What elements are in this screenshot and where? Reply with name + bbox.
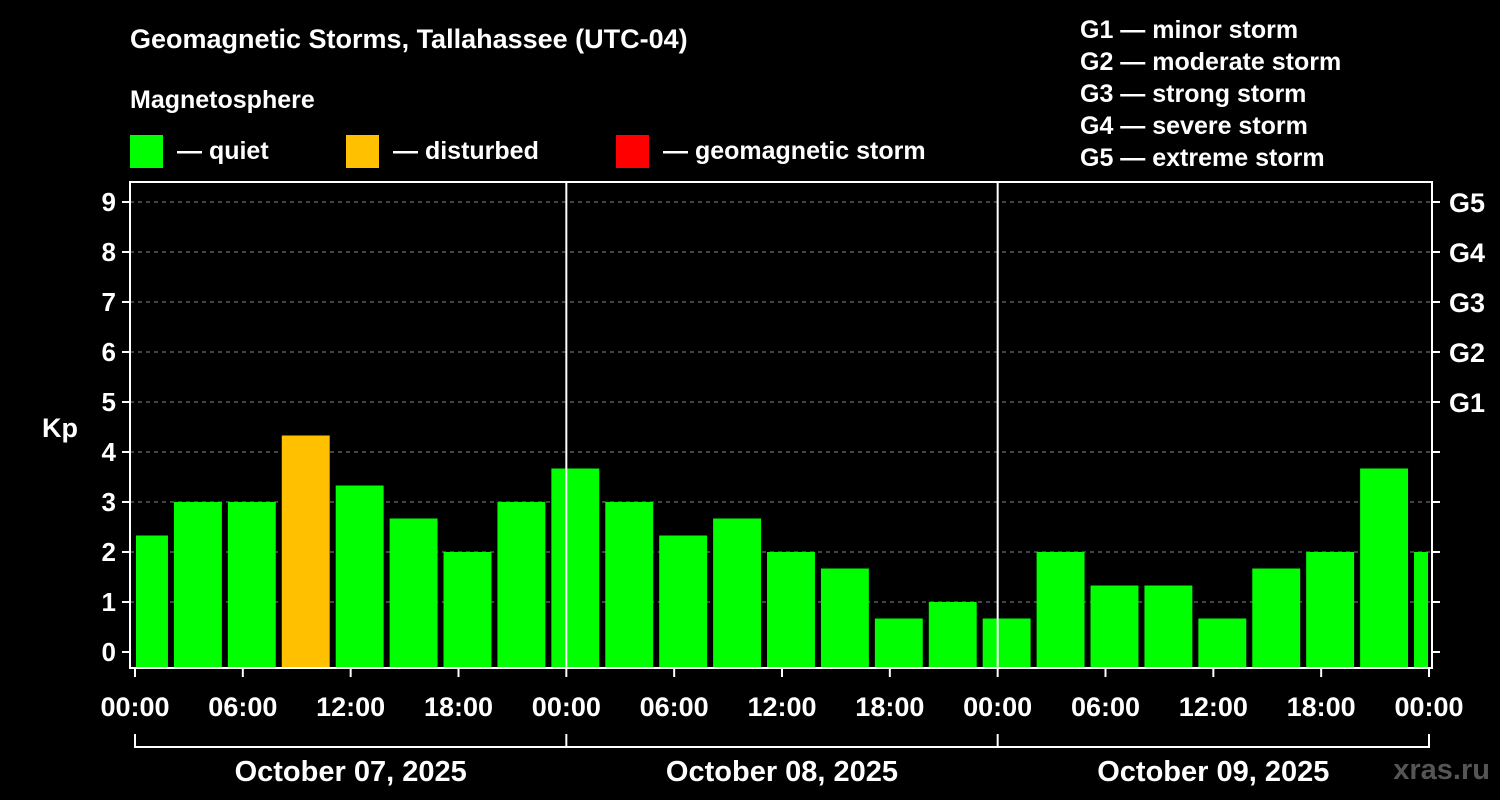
chart-title: Geomagnetic Storms, Tallahassee (UTC-04)	[130, 24, 688, 54]
date-label: October 08, 2025	[666, 756, 898, 788]
kp-bar	[1414, 552, 1428, 668]
x-tick-label: 00:00	[1394, 692, 1463, 722]
kp-bar	[767, 552, 815, 668]
x-tick-label: 12:00	[1179, 692, 1248, 722]
x-tick-label: 06:00	[1071, 692, 1140, 722]
kp-bar	[1306, 552, 1355, 668]
kp-bar	[1252, 568, 1301, 668]
legend-swatch-disturbed	[346, 134, 379, 168]
x-tick-label: 18:00	[1287, 692, 1356, 722]
legend-item-storm: — geomagnetic storm	[616, 134, 926, 168]
y-tick-label: 1	[102, 587, 116, 617]
kp-bar	[1198, 618, 1247, 668]
kp-bar	[1144, 585, 1193, 668]
storm-level-g4: G4 — severe storm	[1080, 112, 1308, 140]
x-tick-label: 18:00	[424, 692, 493, 722]
x-tick-label: 06:00	[208, 692, 277, 722]
kp-bar	[389, 518, 438, 668]
legend-item-quiet: — quiet	[130, 134, 269, 168]
date-label: October 07, 2025	[235, 756, 467, 788]
x-tick-label: 00:00	[100, 692, 169, 722]
storm-level-axis-label: G2	[1449, 338, 1485, 368]
storm-level-axis-label: G1	[1449, 388, 1485, 418]
kp-bar	[443, 552, 492, 668]
legend-item-disturbed: — disturbed	[346, 134, 539, 168]
kp-bar	[173, 502, 222, 668]
x-tick-label: 06:00	[640, 692, 709, 722]
y-tick-label: 9	[102, 187, 116, 217]
y-tick-label: 7	[102, 287, 116, 317]
kp-bar	[659, 535, 708, 668]
kp-bar	[982, 618, 1031, 668]
kp-bar	[820, 568, 869, 668]
storm-level-axis-label: G5	[1449, 188, 1485, 218]
x-tick-label: 12:00	[316, 692, 385, 722]
x-tick-label: 12:00	[747, 692, 816, 722]
y-tick-label: 8	[102, 237, 116, 267]
date-label: October 09, 2025	[1097, 756, 1329, 788]
legend-label-quiet: — quiet	[177, 136, 269, 165]
kp-bar	[497, 502, 546, 668]
y-tick-label: 6	[102, 337, 116, 367]
x-tick-label: 00:00	[532, 692, 601, 722]
storm-level-axis-label: G3	[1449, 288, 1485, 318]
y-axis-label: Kp	[42, 413, 78, 443]
kp-bar	[281, 435, 330, 668]
y-tick-label: 5	[102, 387, 116, 417]
kp-bar	[874, 618, 923, 668]
chart-subtitle: Magnetosphere	[130, 86, 315, 114]
storm-scale-legend: G1 — minor storm G2 — moderate storm G3 …	[1080, 14, 1341, 174]
storm-level-g1: G1 — minor storm	[1080, 16, 1299, 44]
legend-swatch-storm	[616, 134, 649, 168]
legend-swatch-quiet	[130, 134, 163, 168]
legend-label-disturbed: — disturbed	[393, 136, 539, 165]
y-tick-label: 3	[102, 487, 116, 517]
kp-bar	[1090, 585, 1139, 668]
kp-bar	[551, 468, 600, 668]
kp-bar	[713, 518, 762, 668]
x-tick-label: 18:00	[855, 692, 924, 722]
storm-level-axis-label: G4	[1449, 238, 1485, 268]
kp-bar	[335, 485, 384, 668]
watermark: xras.ru	[1393, 754, 1490, 786]
kp-bar	[1036, 552, 1085, 668]
y-tick-label: 0	[102, 637, 116, 667]
storm-level-g3: G3 — strong storm	[1080, 80, 1307, 108]
storm-level-g2: G2 — moderate storm	[1080, 48, 1342, 76]
kp-bar	[1360, 468, 1409, 668]
storm-level-g5: G5 — extreme storm	[1080, 144, 1325, 172]
kp-bar	[605, 502, 654, 668]
x-tick-label: 00:00	[963, 692, 1032, 722]
y-tick-label: 4	[102, 437, 117, 467]
y-tick-label: 2	[102, 537, 116, 567]
legend-label-storm: — geomagnetic storm	[663, 136, 926, 165]
kp-bar	[136, 535, 168, 668]
kp-bar	[227, 502, 276, 668]
kp-bar	[928, 602, 977, 668]
